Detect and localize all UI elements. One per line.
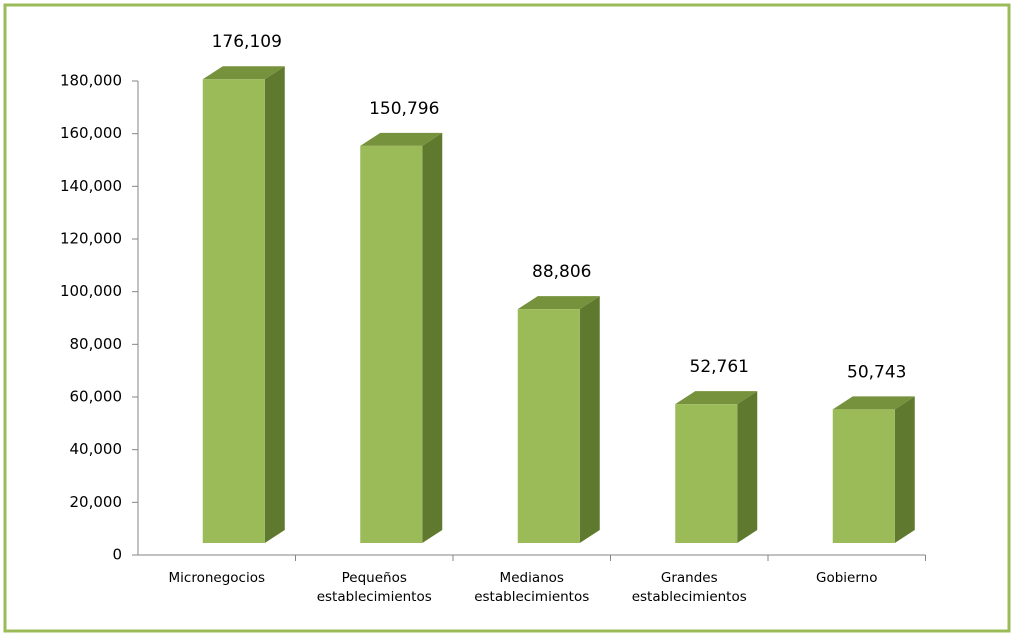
value-label: 52,761 xyxy=(690,357,749,377)
bar xyxy=(360,132,443,543)
bar-side xyxy=(264,66,285,543)
y-tick-label: 160,000 xyxy=(60,124,122,142)
y-tick-label: 180,000 xyxy=(60,72,122,90)
x-tick-label: Gobierno xyxy=(816,570,878,586)
bar-top xyxy=(517,296,600,310)
x-tick-label: Grandes establecimientos xyxy=(631,570,747,605)
bar-front xyxy=(360,145,423,543)
bar-side xyxy=(579,296,600,543)
bar xyxy=(202,66,285,543)
y-tick-label: 80,000 xyxy=(70,335,123,353)
bar-side xyxy=(737,391,758,543)
bar-front xyxy=(675,404,738,543)
y-tick-label: 20,000 xyxy=(70,493,123,511)
x-tick-label: Micronegocios xyxy=(168,570,266,586)
value-label: 88,806 xyxy=(532,262,591,282)
bar xyxy=(517,296,600,543)
value-label: 50,743 xyxy=(847,362,906,382)
y-tick-label: 60,000 xyxy=(70,388,123,406)
bar xyxy=(675,391,758,543)
bar-front xyxy=(517,309,580,543)
value-label: 150,796 xyxy=(369,99,439,119)
y-tick-label: 120,000 xyxy=(60,230,122,248)
y-tick-label: 0 xyxy=(112,546,122,564)
bar-top xyxy=(202,66,285,80)
bar-top xyxy=(675,391,758,405)
y-tick-label: 100,000 xyxy=(60,282,122,300)
chart-frame xyxy=(3,3,1011,633)
y-tick-label: 40,000 xyxy=(70,440,123,458)
bar-top xyxy=(360,132,443,146)
bar xyxy=(832,396,915,543)
bar-side xyxy=(894,396,915,543)
x-tick-label: Medianos establecimientos xyxy=(474,570,590,605)
bar-top xyxy=(832,396,915,410)
bar-side xyxy=(422,132,443,543)
bar-front xyxy=(202,79,265,543)
value-label: 176,109 xyxy=(212,32,282,52)
y-tick-label: 140,000 xyxy=(60,177,122,195)
x-tick-label: Pequeños establecimientos xyxy=(316,570,432,605)
bar-front xyxy=(832,409,895,543)
